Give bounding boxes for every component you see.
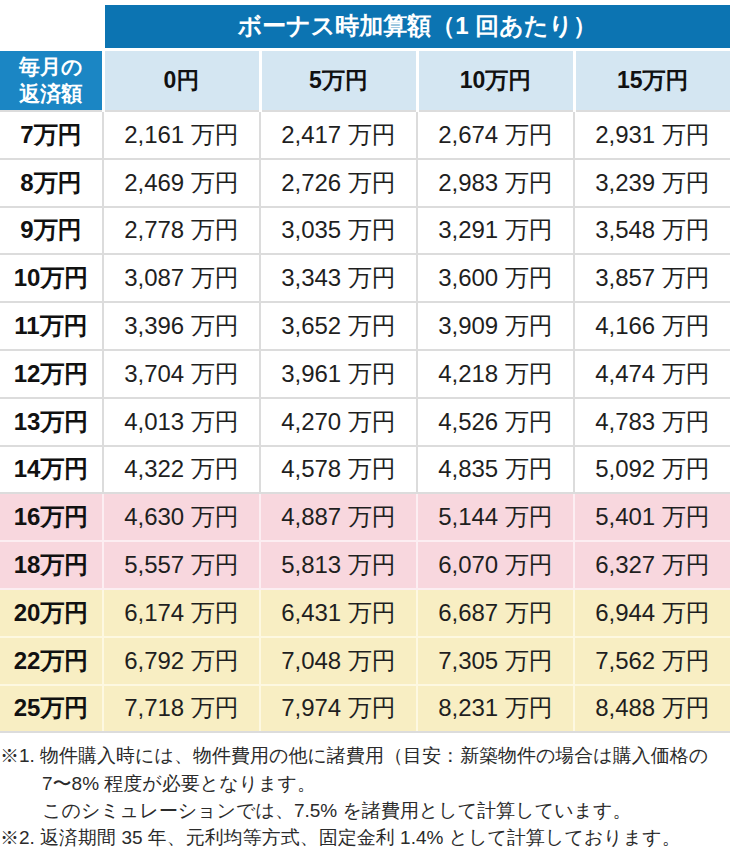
monthly-repayment-line2: 返済額 bbox=[19, 82, 82, 105]
amount-cell: 3,396 万円 bbox=[103, 302, 260, 350]
table-body: 7万円 2,161 万円 2,417 万円 2,674 万円 2,931 万円 … bbox=[0, 111, 730, 732]
amount-cell: 6,944 万円 bbox=[574, 589, 730, 637]
amount-cell: 4,474 万円 bbox=[574, 350, 730, 398]
amount-cell: 2,417 万円 bbox=[260, 111, 417, 159]
amount-cell: 6,327 万円 bbox=[574, 541, 730, 589]
amount-cell: 3,909 万円 bbox=[417, 302, 574, 350]
amount-cell: 8,488 万円 bbox=[574, 685, 730, 733]
amount-cell: 3,704 万円 bbox=[103, 350, 260, 398]
table-row: 9万円 2,778 万円 3,035 万円 3,291 万円 3,548 万円 bbox=[0, 207, 730, 255]
table-row: 7万円 2,161 万円 2,417 万円 2,674 万円 2,931 万円 bbox=[0, 111, 730, 159]
amount-cell: 6,431 万円 bbox=[260, 589, 417, 637]
band-corner-spacer bbox=[0, 5, 103, 49]
table-row: 13万円 4,013 万円 4,270 万円 4,526 万円 4,783 万円 bbox=[0, 398, 730, 446]
amount-cell: 3,600 万円 bbox=[417, 254, 574, 302]
row-header: 7万円 bbox=[0, 111, 103, 159]
amount-cell: 4,166 万円 bbox=[574, 302, 730, 350]
bonus-band-row: ボーナス時加算額（1 回あたり） bbox=[0, 5, 730, 49]
amount-cell: 2,726 万円 bbox=[260, 159, 417, 207]
table-row: 16万円 4,630 万円 4,887 万円 5,144 万円 5,401 万円 bbox=[0, 493, 730, 541]
amount-cell: 3,961 万円 bbox=[260, 350, 417, 398]
bonus-band-title: ボーナス時加算額（1 回あたり） bbox=[103, 5, 730, 49]
amount-cell: 3,291 万円 bbox=[417, 207, 574, 255]
amount-cell: 5,092 万円 bbox=[574, 446, 730, 494]
table-row: 11万円 3,396 万円 3,652 万円 3,909 万円 4,166 万円 bbox=[0, 302, 730, 350]
amount-cell: 2,469 万円 bbox=[103, 159, 260, 207]
amount-cell: 3,857 万円 bbox=[574, 254, 730, 302]
amount-cell: 4,322 万円 bbox=[103, 446, 260, 494]
column-header-row: 毎月の 返済額 0円 5万円 10万円 15万円 bbox=[0, 49, 730, 111]
amount-cell: 7,305 万円 bbox=[417, 637, 574, 685]
amount-cell: 6,792 万円 bbox=[103, 637, 260, 685]
table-row: 18万円 5,557 万円 5,813 万円 6,070 万円 6,327 万円 bbox=[0, 541, 730, 589]
amount-cell: 2,161 万円 bbox=[103, 111, 260, 159]
row-header: 25万円 bbox=[0, 685, 103, 733]
row-header: 14万円 bbox=[0, 446, 103, 494]
table-row: 14万円 4,322 万円 4,578 万円 4,835 万円 5,092 万円 bbox=[0, 446, 730, 494]
amount-cell: 4,270 万円 bbox=[260, 398, 417, 446]
row-header: 9万円 bbox=[0, 207, 103, 255]
row-header: 10万円 bbox=[0, 254, 103, 302]
row-header: 18万円 bbox=[0, 541, 103, 589]
amount-cell: 3,035 万円 bbox=[260, 207, 417, 255]
row-header: 22万円 bbox=[0, 637, 103, 685]
amount-cell: 8,231 万円 bbox=[417, 685, 574, 733]
footnotes: ※1. 物件購入時には、物件費用の他に諸費用（目安：新築物件の場合は購入価格の … bbox=[0, 742, 730, 851]
amount-cell: 4,013 万円 bbox=[103, 398, 260, 446]
table-row: 10万円 3,087 万円 3,343 万円 3,600 万円 3,857 万円 bbox=[0, 254, 730, 302]
amount-cell: 4,887 万円 bbox=[260, 493, 417, 541]
amount-cell: 4,630 万円 bbox=[103, 493, 260, 541]
row-header: 13万円 bbox=[0, 398, 103, 446]
amount-cell: 4,578 万円 bbox=[260, 446, 417, 494]
amount-cell: 3,239 万円 bbox=[574, 159, 730, 207]
footnote-line: ※1. 物件購入時には、物件費用の他に諸費用（目安：新築物件の場合は購入価格の bbox=[0, 742, 730, 769]
footnote-line: このシミュレーションでは、7.5% を諸費用として計算しています。 bbox=[0, 797, 730, 824]
table-row: 25万円 7,718 万円 7,974 万円 8,231 万円 8,488 万円 bbox=[0, 685, 730, 733]
table-row: 22万円 6,792 万円 7,048 万円 7,305 万円 7,562 万円 bbox=[0, 637, 730, 685]
table-row: 12万円 3,704 万円 3,961 万円 4,218 万円 4,474 万円 bbox=[0, 350, 730, 398]
amount-cell: 7,974 万円 bbox=[260, 685, 417, 733]
column-header-5man: 5万円 bbox=[260, 49, 417, 111]
monthly-repayment-header: 毎月の 返済額 bbox=[0, 49, 103, 111]
amount-cell: 4,526 万円 bbox=[417, 398, 574, 446]
row-header: 16万円 bbox=[0, 493, 103, 541]
amount-cell: 6,687 万円 bbox=[417, 589, 574, 637]
amount-cell: 3,548 万円 bbox=[574, 207, 730, 255]
amount-cell: 2,983 万円 bbox=[417, 159, 574, 207]
amount-cell: 2,674 万円 bbox=[417, 111, 574, 159]
footnote-line: ※2. 返済期間 35 年、元利均等方式、固定金利 1.4% として計算しており… bbox=[0, 824, 730, 851]
amount-cell: 5,401 万円 bbox=[574, 493, 730, 541]
column-header-0yen: 0円 bbox=[103, 49, 260, 111]
amount-cell: 3,652 万円 bbox=[260, 302, 417, 350]
amount-cell: 4,218 万円 bbox=[417, 350, 574, 398]
amount-cell: 2,931 万円 bbox=[574, 111, 730, 159]
amount-cell: 2,778 万円 bbox=[103, 207, 260, 255]
column-header-10man: 10万円 bbox=[417, 49, 574, 111]
row-header: 11万円 bbox=[0, 302, 103, 350]
monthly-repayment-line1: 毎月の bbox=[19, 55, 83, 78]
amount-cell: 6,174 万円 bbox=[103, 589, 260, 637]
column-header-15man: 15万円 bbox=[574, 49, 730, 111]
loan-simulation-table-page: ボーナス時加算額（1 回あたり） 毎月の 返済額 0円 5万円 10万円 15万… bbox=[0, 0, 730, 856]
row-header: 12万円 bbox=[0, 350, 103, 398]
amount-cell: 7,048 万円 bbox=[260, 637, 417, 685]
row-header: 8万円 bbox=[0, 159, 103, 207]
amount-cell: 5,557 万円 bbox=[103, 541, 260, 589]
amount-cell: 4,783 万円 bbox=[574, 398, 730, 446]
amount-cell: 3,087 万円 bbox=[103, 254, 260, 302]
footnote-line: 7〜8% 程度が必要となります。 bbox=[0, 770, 730, 797]
repayment-table: ボーナス時加算額（1 回あたり） 毎月の 返済額 0円 5万円 10万円 15万… bbox=[0, 5, 730, 733]
amount-cell: 7,562 万円 bbox=[574, 637, 730, 685]
table-row: 20万円 6,174 万円 6,431 万円 6,687 万円 6,944 万円 bbox=[0, 589, 730, 637]
amount-cell: 3,343 万円 bbox=[260, 254, 417, 302]
amount-cell: 6,070 万円 bbox=[417, 541, 574, 589]
amount-cell: 5,144 万円 bbox=[417, 493, 574, 541]
table-row: 8万円 2,469 万円 2,726 万円 2,983 万円 3,239 万円 bbox=[0, 159, 730, 207]
row-header: 20万円 bbox=[0, 589, 103, 637]
amount-cell: 4,835 万円 bbox=[417, 446, 574, 494]
amount-cell: 7,718 万円 bbox=[103, 685, 260, 733]
amount-cell: 5,813 万円 bbox=[260, 541, 417, 589]
